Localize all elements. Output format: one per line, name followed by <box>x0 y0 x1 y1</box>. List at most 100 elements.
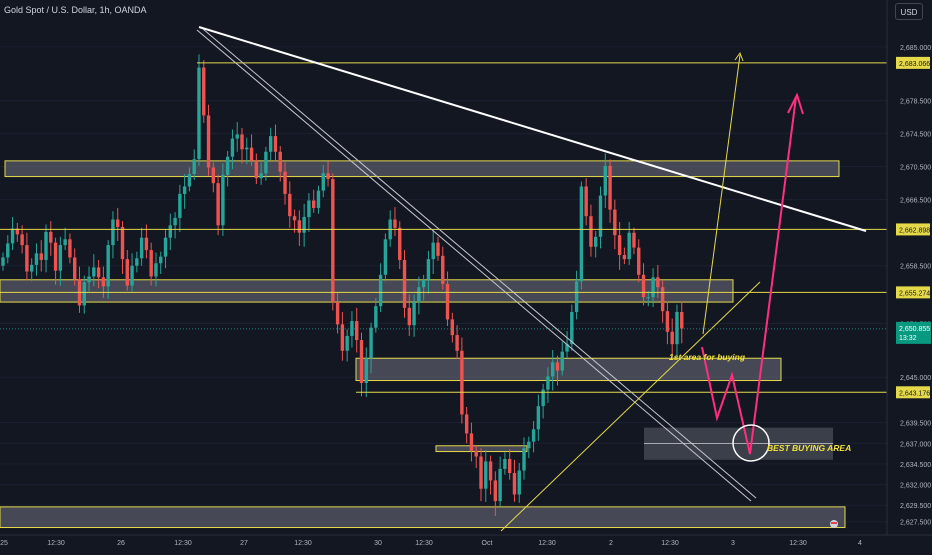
candle-bear <box>292 216 297 221</box>
price-tag <box>896 286 930 299</box>
candle-bull <box>503 458 507 469</box>
chart-title: Gold Spot / U.S. Dollar, 1h, OANDA <box>4 5 147 15</box>
price-tag <box>896 56 930 69</box>
candle-bull <box>82 282 86 306</box>
candle-bear <box>211 167 216 184</box>
candle-bear <box>656 277 660 288</box>
candle-bear <box>202 67 206 116</box>
candle-bear <box>680 311 684 329</box>
x-tick-label: 12:30 <box>294 540 312 547</box>
candle-bull <box>268 136 273 152</box>
currency-button[interactable]: USD <box>895 3 923 20</box>
candle-bear <box>49 231 53 243</box>
candle-bull <box>6 243 10 258</box>
candle-bear <box>512 473 517 495</box>
y-tick-label: 2,637.000 <box>900 441 931 448</box>
candle-bull <box>316 190 321 208</box>
candle-bull <box>565 344 569 352</box>
candle-bear <box>288 193 292 217</box>
x-tick-label: 4 <box>858 540 862 547</box>
price-axis[interactable]: 2,685.000 2,678.500 2,674.500 2,670.500 2,66… <box>886 0 932 550</box>
candle-bull <box>111 219 115 246</box>
candle-bull <box>264 151 268 174</box>
candle-bear <box>670 331 674 345</box>
x-tick-label: 30 <box>374 540 382 547</box>
candle-bear <box>216 183 220 226</box>
candle-bear <box>340 324 345 351</box>
candle-bull <box>245 147 249 150</box>
candle-bear <box>641 274 646 298</box>
y-tick-label: 2,658.500 <box>900 264 931 271</box>
candle-bear <box>273 136 278 152</box>
candle-bear <box>355 321 359 341</box>
current-price-label: 2,650.855 <box>899 326 930 333</box>
candle-bear <box>507 458 512 474</box>
candle-bear <box>474 450 478 457</box>
candle-bear <box>660 287 665 312</box>
channel-line-lower <box>202 28 757 499</box>
candle-bear <box>464 414 469 434</box>
current-price-tag <box>896 321 931 344</box>
x-tick-label: 2 <box>609 540 613 547</box>
candle-bull <box>29 264 34 272</box>
candle-layer <box>1 54 684 516</box>
candle-bull <box>178 193 182 218</box>
y-tick-label: 2,666.500 <box>900 198 931 205</box>
descending-trendline-white <box>198 26 867 232</box>
candle-bull <box>546 376 550 390</box>
candle-bear <box>15 228 20 235</box>
candle-bear <box>116 219 120 227</box>
candle-bull <box>182 186 187 194</box>
candle-bull <box>531 429 536 442</box>
candle-bull <box>302 217 306 233</box>
x-tick-label: Oct <box>482 540 493 547</box>
drawing-layer <box>0 26 887 532</box>
candle-bull <box>431 242 435 260</box>
candle-bull <box>369 327 373 359</box>
target-arrow-head <box>734 51 744 62</box>
candle-bear <box>589 216 593 247</box>
candle-bull <box>34 253 39 265</box>
candle-bull <box>579 186 584 282</box>
candle-bull <box>163 237 168 257</box>
candle-bull <box>536 406 541 430</box>
projected-path <box>701 96 797 455</box>
candle-bull <box>350 321 354 336</box>
candle-bull <box>221 174 225 226</box>
candle-bear <box>441 255 445 284</box>
candle-bull <box>527 441 531 449</box>
x-tick-label: 12:30 <box>415 540 433 547</box>
y-tick-label: 2,632.000 <box>900 483 931 490</box>
axis-background <box>887 0 932 550</box>
candle-bull <box>522 448 526 471</box>
candle-bear <box>101 277 106 287</box>
candle-bear <box>436 242 440 256</box>
time-axis[interactable]: 25 12:30 26 12:30 27 12:30 30 12:30 Oct 12:30 2 12:… <box>0 534 932 547</box>
price-tag-label: 2,683.066 <box>899 61 930 68</box>
price-tag-label: 2,662.898 <box>899 227 930 234</box>
middle-zone <box>0 279 734 303</box>
candle-bull <box>139 237 144 259</box>
y-tick-label: 2,629.500 <box>900 503 931 510</box>
x-tick-label: 26 <box>117 540 125 547</box>
candle-bear <box>68 239 72 258</box>
candle-bull <box>321 173 325 191</box>
candle-bull <box>87 276 91 283</box>
candle-bear <box>393 219 397 228</box>
candle-bear <box>125 259 129 286</box>
candle-bull <box>594 236 598 247</box>
x-tick-label: 12:30 <box>789 540 807 547</box>
y-tick-label: 2,639.500 <box>900 421 931 428</box>
target-arrow-line <box>702 54 741 335</box>
candle-bear <box>608 165 612 210</box>
channel-line-upper <box>196 29 752 502</box>
candle-bull <box>560 351 564 371</box>
candle-bear <box>278 151 282 172</box>
candle-bear <box>402 259 407 308</box>
candle-bear <box>297 220 302 233</box>
candle-bull <box>159 256 163 264</box>
candle-bull <box>541 389 545 407</box>
candle-bull <box>225 156 230 175</box>
